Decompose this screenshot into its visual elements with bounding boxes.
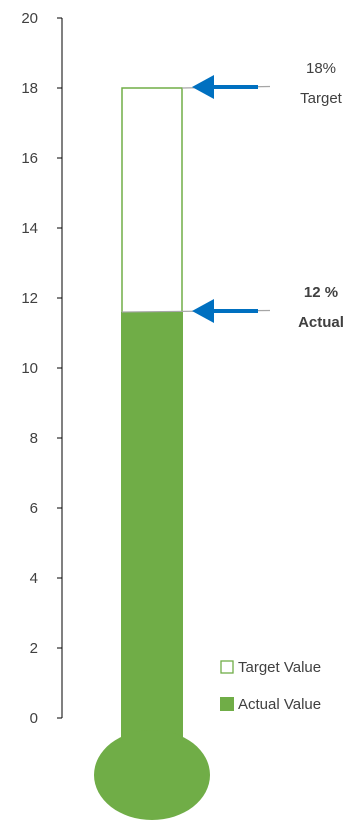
annotation-value-label: 18% bbox=[306, 60, 336, 77]
arrow-icon bbox=[192, 75, 258, 99]
y-tick-label: 20 bbox=[21, 10, 38, 27]
legend-swatch bbox=[220, 660, 234, 674]
annotation-value-label: 12 % bbox=[304, 284, 338, 301]
annotation-actual: 12 % Actual bbox=[121, 284, 344, 331]
thermometer-bulb bbox=[94, 730, 210, 820]
y-axis-ticks: 0 2 4 6 8 10 12 14 16 18 20 bbox=[21, 10, 62, 727]
y-tick-label: 18 bbox=[21, 80, 38, 97]
y-tick-label: 4 bbox=[30, 570, 38, 587]
annotation-name-label: Actual bbox=[298, 314, 344, 331]
y-tick-label: 2 bbox=[30, 640, 38, 657]
y-tick-label: 16 bbox=[21, 150, 38, 167]
annotation-target: 18% Target bbox=[181, 60, 343, 107]
actual-value-bar bbox=[121, 312, 183, 738]
legend-label: Target Value bbox=[238, 659, 321, 676]
y-tick-label: 8 bbox=[30, 430, 38, 447]
legend-item-target: Target Value bbox=[220, 659, 321, 676]
y-tick-label: 10 bbox=[21, 360, 38, 377]
y-tick-label: 12 bbox=[21, 290, 38, 307]
legend-item-actual: Actual Value bbox=[220, 696, 321, 713]
y-tick-label: 14 bbox=[21, 220, 38, 237]
annotation-name-label: Target bbox=[300, 90, 343, 107]
legend-swatch bbox=[220, 697, 234, 711]
arrow-icon bbox=[192, 299, 258, 323]
annotations: 18% Target 12 % Actual bbox=[121, 60, 344, 331]
y-tick-label: 6 bbox=[30, 500, 38, 517]
legend: Target Value Actual Value bbox=[220, 659, 321, 713]
legend-label: Actual Value bbox=[238, 696, 321, 713]
y-tick-label: 0 bbox=[30, 710, 38, 727]
